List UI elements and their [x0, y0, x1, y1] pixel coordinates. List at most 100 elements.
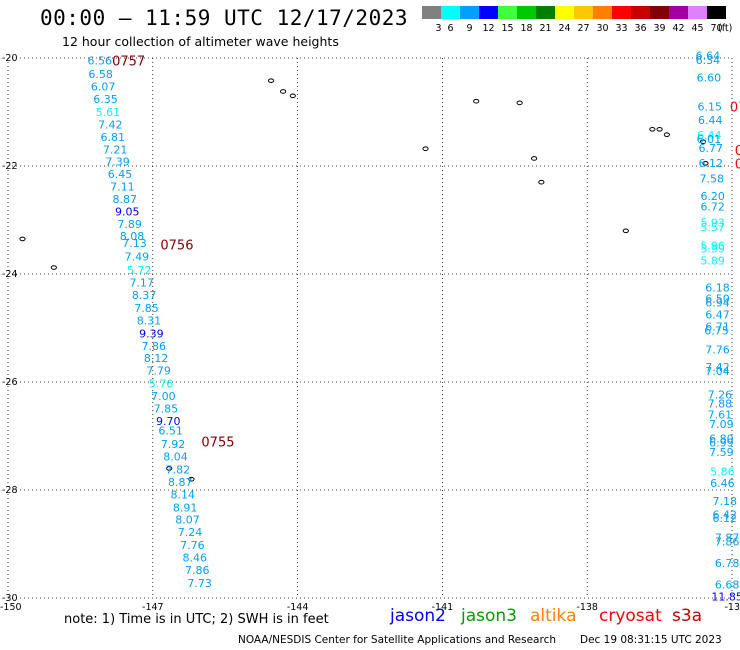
swh-value: 8.46: [183, 552, 208, 565]
time-labels: 0757075607550713071307130707: [112, 55, 740, 451]
swh-values: 6.566.586.076.355.617.426.817.217.396.45…: [87, 49, 740, 603]
swh-value: 8.08: [120, 230, 145, 243]
legend-label: 18: [520, 23, 532, 34]
swh-value: 7.87: [715, 532, 740, 545]
swh-value: 7.39: [105, 156, 130, 169]
swh-value: 5.57: [700, 221, 725, 234]
legend-swatch: [422, 6, 441, 19]
island-outline: [538, 179, 545, 185]
legend-swatch: [688, 6, 707, 19]
legend-swatch: [517, 6, 536, 19]
swh-value: 6.07: [91, 81, 116, 94]
legend-swatch: [593, 6, 612, 19]
legend-swatch: [631, 6, 650, 19]
color-legend: 3 6 9 12 15 18 21 24 27 30 33 36 39 42 45 70(ft): [422, 6, 732, 34]
legend-label: 42: [672, 23, 684, 34]
swh-value: 6.47: [705, 309, 730, 322]
y-tick-label: -20: [2, 53, 18, 64]
swh-value: 8.14: [170, 488, 195, 501]
swh-value: 6.77: [699, 142, 724, 155]
swh-value: 5.93: [700, 217, 725, 230]
swh-value: 6.42: [713, 508, 738, 521]
island-outline: [289, 93, 296, 99]
swh-value: 7.85: [134, 302, 159, 315]
swh-value: 8.04: [163, 451, 188, 464]
swh-value: 6.99: [709, 436, 734, 449]
chart-title: 00:00 – 11:59 UTC 12/17/2023: [40, 6, 409, 30]
swh-value: 7.21: [103, 143, 128, 156]
swh-value: 6.44: [698, 114, 723, 127]
swh-value: 6.44: [697, 129, 722, 142]
swh-value: 7.42: [705, 361, 730, 374]
swh-value: 7.79: [146, 365, 171, 378]
swh-value: 8.12: [144, 352, 169, 365]
legend-label: 30: [596, 23, 608, 34]
legend-swatch: [441, 6, 460, 19]
legend-swatch: [707, 6, 726, 19]
swh-value: 6.60: [697, 71, 722, 84]
swh-value: 8.87: [113, 193, 138, 206]
x-tick-label: -141: [432, 602, 454, 613]
credit-text: NOAA/NESDIS Center for Satellite Applica…: [238, 634, 556, 646]
legend-swatch: [574, 6, 593, 19]
swh-value: 11.85: [711, 590, 740, 603]
swh-value: 7.17: [129, 277, 154, 290]
swh-value: 6.18: [705, 282, 730, 295]
swh-value: 7.59: [709, 446, 734, 459]
time-label: 0756: [160, 238, 193, 253]
swh-value: 6.20: [700, 190, 725, 203]
island-outline: [649, 126, 656, 132]
x-tick-label: -147: [142, 602, 164, 613]
swh-value: 7.26: [708, 388, 733, 401]
swh-value: 6.72: [700, 201, 725, 214]
swh-value: 6.68: [715, 579, 740, 592]
swh-value: 6.71: [705, 320, 730, 333]
legend-swatch: [650, 6, 669, 19]
swh-value: 8.87: [168, 476, 193, 489]
y-tick-label: -30: [2, 593, 18, 604]
chart-subtitle: 12 hour collection of altimeter wave hei…: [62, 34, 339, 49]
swh-value: 7.85: [154, 402, 179, 415]
swh-value: 8.31: [137, 314, 162, 327]
axis-ticks: -20 -22 -24 -26 -28 -30-150 -147 -144 -141 -138 -1…: [0, 53, 740, 613]
swh-value: 6.12: [713, 512, 738, 525]
swh-value: 7.82: [166, 463, 191, 476]
swh-value: 5.89: [700, 255, 725, 268]
swh-value: 6.34: [696, 54, 721, 67]
island-outline: [699, 139, 707, 144]
swh-value: 6.46: [710, 477, 735, 490]
swh-value: 5.72: [127, 264, 152, 277]
time-label: 0757: [112, 55, 145, 70]
swh-value: 6.75: [704, 325, 729, 338]
swh-value: 7.92: [161, 438, 186, 451]
swh-value: 6.01: [697, 133, 722, 146]
footer-note: note: 1) Time is in UTC; 2) SWH is in fe…: [64, 612, 329, 627]
y-tick-label: -24: [2, 269, 18, 280]
swh-value: 6.78: [715, 557, 740, 570]
island-outline: [473, 98, 480, 104]
swh-value: 6.58: [88, 68, 113, 81]
legend-label: 70: [710, 23, 722, 34]
swh-value: 7.24: [178, 526, 203, 539]
legend-label: 39: [653, 23, 665, 34]
island-outline: [622, 228, 629, 234]
island-outline: [531, 156, 538, 161]
y-tick-label: -26: [2, 377, 18, 388]
swh-value: 6.50: [705, 292, 730, 305]
swh-value: 5.86: [710, 466, 735, 479]
swh-value: 7.11: [110, 181, 135, 194]
island-outline: [50, 265, 57, 270]
swh-value: 6.81: [100, 131, 125, 144]
legend-swatch: [555, 6, 574, 19]
x-tick-label: -150: [0, 602, 22, 613]
legend-swatch: [536, 6, 555, 19]
swh-value: 7.86: [185, 564, 210, 577]
swh-value: 7.00: [151, 390, 176, 403]
swh-value: 6.80: [709, 433, 734, 446]
swh-value: 7.42: [98, 118, 123, 131]
island-outline: [166, 466, 173, 471]
swh-value: 7.76: [180, 539, 205, 552]
swh-value: 6.64: [696, 49, 721, 62]
legend-label: 6: [447, 23, 453, 34]
